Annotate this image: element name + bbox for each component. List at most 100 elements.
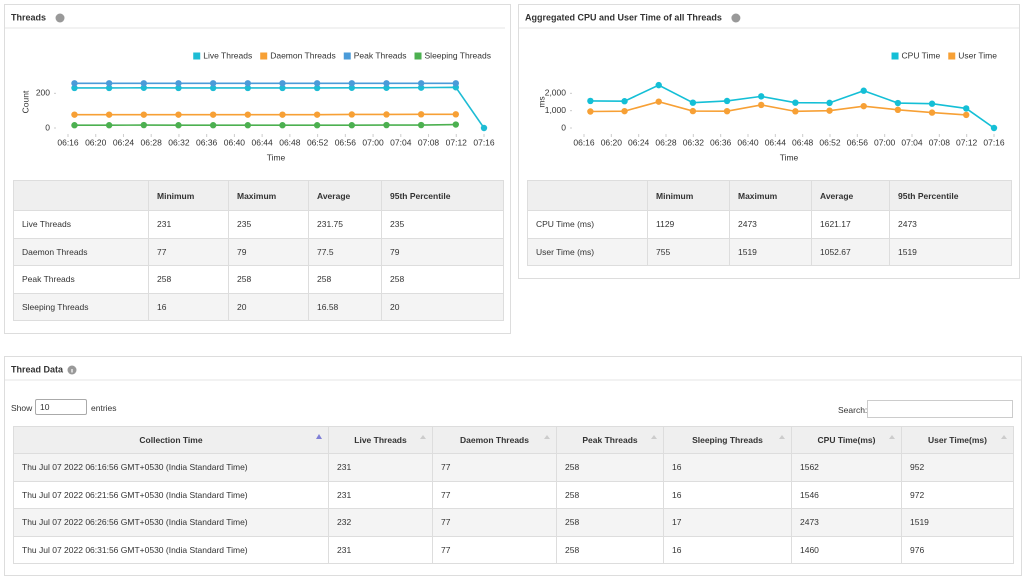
data-point <box>141 111 147 117</box>
data-point <box>383 122 389 128</box>
cell: 976 <box>902 536 1014 564</box>
data-point <box>141 80 147 86</box>
cell: 231 <box>329 536 433 564</box>
column-header[interactable]: User Time(ms) <box>902 427 1014 454</box>
cell: 231 <box>149 211 229 239</box>
x-tick-label: 06:40 <box>224 137 246 147</box>
data-point <box>314 122 320 128</box>
cell: 16 <box>664 481 792 509</box>
column-header[interactable]: Live Threads <box>329 427 433 454</box>
cell: 755 <box>648 238 730 266</box>
cell: 77 <box>433 454 557 482</box>
data-point <box>656 98 662 104</box>
cell: 258 <box>382 266 504 294</box>
cell: 2473 <box>730 211 812 239</box>
data-point <box>349 122 355 128</box>
x-tick-label: 07:08 <box>929 137 951 147</box>
data-point <box>587 98 593 104</box>
data-point <box>349 111 355 117</box>
legend-swatch <box>344 53 351 60</box>
data-point <box>724 98 730 104</box>
column-header[interactable]: Peak Threads <box>557 427 664 454</box>
cell: Thu Jul 07 2022 06:31:56 GMT+0530 (India… <box>14 536 329 564</box>
legend-label: Sleeping Threads <box>425 50 491 60</box>
cell: 1546 <box>792 481 902 509</box>
cell: 77 <box>433 481 557 509</box>
header-cell: Minimum <box>648 181 730 211</box>
info-glyph <box>71 369 72 373</box>
cell: 258 <box>557 454 664 482</box>
cell: User Time (ms) <box>528 238 648 266</box>
cell: Thu Jul 07 2022 06:16:56 GMT+0530 (India… <box>14 454 329 482</box>
x-tick-label: 06:56 <box>847 137 869 147</box>
column-header[interactable]: Daemon Threads <box>433 427 557 454</box>
cell: 16 <box>664 454 792 482</box>
x-tick-label: 06:16 <box>57 137 79 147</box>
data-point <box>690 108 696 114</box>
cell: 16 <box>664 536 792 564</box>
info-icon[interactable] <box>56 14 65 23</box>
cell: 2473 <box>792 509 902 537</box>
data-point <box>383 80 389 86</box>
cell: Live Threads <box>14 211 149 239</box>
legend-swatch <box>948 53 955 60</box>
x-tick-label: 06:52 <box>307 137 329 147</box>
cell: 20 <box>382 293 504 321</box>
thread-data-panel: Thread Data Show 10 entries Search: Coll… <box>4 356 1022 576</box>
x-tick-label: 06:20 <box>601 137 623 147</box>
cell: Daemon Threads <box>14 238 149 266</box>
header-cell <box>14 181 149 211</box>
sort-icon <box>316 434 322 439</box>
x-tick-label: 06:20 <box>85 137 107 147</box>
cell: 952 <box>902 454 1014 482</box>
x-tick-label: 07:04 <box>901 137 923 147</box>
cell: 79 <box>382 238 504 266</box>
search-label: Search: <box>838 405 867 415</box>
data-point <box>106 122 112 128</box>
data-point <box>106 111 112 117</box>
cell: 16 <box>149 293 229 321</box>
column-header[interactable]: Collection Time <box>14 427 329 454</box>
x-tick-label: 07:00 <box>362 137 384 147</box>
data-point <box>895 107 901 113</box>
info-icon[interactable] <box>731 14 740 23</box>
x-tick-label: 06:56 <box>335 137 357 147</box>
cell: 1519 <box>730 238 812 266</box>
data-point <box>826 107 832 113</box>
x-tick-label: 07:04 <box>390 137 412 147</box>
legend-label: Daemon Threads <box>270 50 336 60</box>
data-point <box>245 111 251 117</box>
panel-title: Aggregated CPU and User Time of all Thre… <box>525 12 722 22</box>
column-header[interactable]: Sleeping Threads <box>664 427 792 454</box>
cell: 77 <box>149 238 229 266</box>
data-point <box>279 80 285 86</box>
sort-icon <box>1001 435 1007 439</box>
cell: 1519 <box>890 238 1012 266</box>
data-point <box>929 101 935 107</box>
data-point <box>792 108 798 114</box>
sort-icon <box>420 435 426 439</box>
data-point <box>826 100 832 106</box>
x-tick-label: 06:40 <box>737 137 759 147</box>
header-cell: Maximum <box>229 181 309 211</box>
column-header[interactable]: CPU Time(ms) <box>792 427 902 454</box>
cell: 16.58 <box>309 293 382 321</box>
data-point <box>621 98 627 104</box>
page-size: 10 <box>40 402 49 412</box>
data-point <box>141 122 147 128</box>
data-point <box>245 80 251 86</box>
x-axis-label: Time <box>267 152 286 162</box>
page-size-select[interactable]: 10 <box>35 399 87 415</box>
data-point <box>314 111 320 117</box>
x-tick-label: 06:36 <box>710 137 732 147</box>
x-tick-label: 06:48 <box>792 137 814 147</box>
cell: 258 <box>229 266 309 294</box>
sort-icon <box>544 435 550 439</box>
search-input[interactable] <box>867 400 1013 418</box>
header-cell: 95th Percentile <box>382 181 504 211</box>
data-point <box>895 100 901 106</box>
